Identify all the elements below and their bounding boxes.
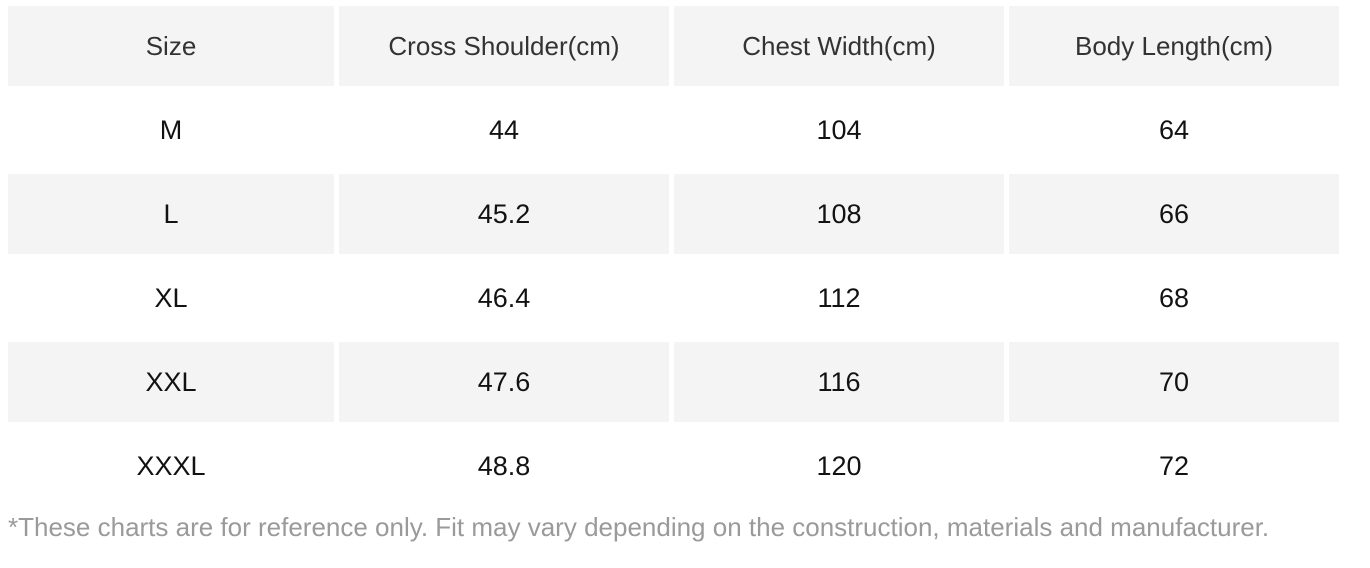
measurement-cell: 48.8	[339, 426, 669, 506]
column-header-size: Size	[8, 6, 334, 86]
size-label-cell: XXXL	[8, 426, 334, 506]
size-chart-table: Size Cross Shoulder(cm) Chest Width(cm) Bod…	[8, 6, 1370, 506]
measurement-cell: 108	[674, 174, 1004, 254]
measurement-cell: 64	[1009, 90, 1339, 170]
column-header-cross-shoulder-cm: Cross Shoulder(cm)	[339, 6, 669, 86]
measurement-cell: 70	[1009, 342, 1339, 422]
measurement-cell: 46.4	[339, 258, 669, 338]
size-label-cell: M	[8, 90, 334, 170]
size-chart: Size Cross Shoulder(cm) Chest Width(cm) Bod…	[8, 6, 1370, 542]
measurement-cell: 66	[1009, 174, 1339, 254]
measurement-cell: 72	[1009, 426, 1339, 506]
measurement-cell: 116	[674, 342, 1004, 422]
measurement-cell: 120	[674, 426, 1004, 506]
measurement-cell: 112	[674, 258, 1004, 338]
measurement-cell: 68	[1009, 258, 1339, 338]
measurement-cell: 45.2	[339, 174, 669, 254]
size-chart-footnote: *These charts are for reference only. Fi…	[8, 512, 1270, 542]
size-label-cell: L	[8, 174, 334, 254]
column-header-chest-width-cm: Chest Width(cm)	[674, 6, 1004, 86]
measurement-cell: 47.6	[339, 342, 669, 422]
size-label-cell: XXL	[8, 342, 334, 422]
measurement-cell: 104	[674, 90, 1004, 170]
column-header-body-length-cm: Body Length(cm)	[1009, 6, 1339, 86]
measurement-cell: 44	[339, 90, 669, 170]
size-label-cell: XL	[8, 258, 334, 338]
